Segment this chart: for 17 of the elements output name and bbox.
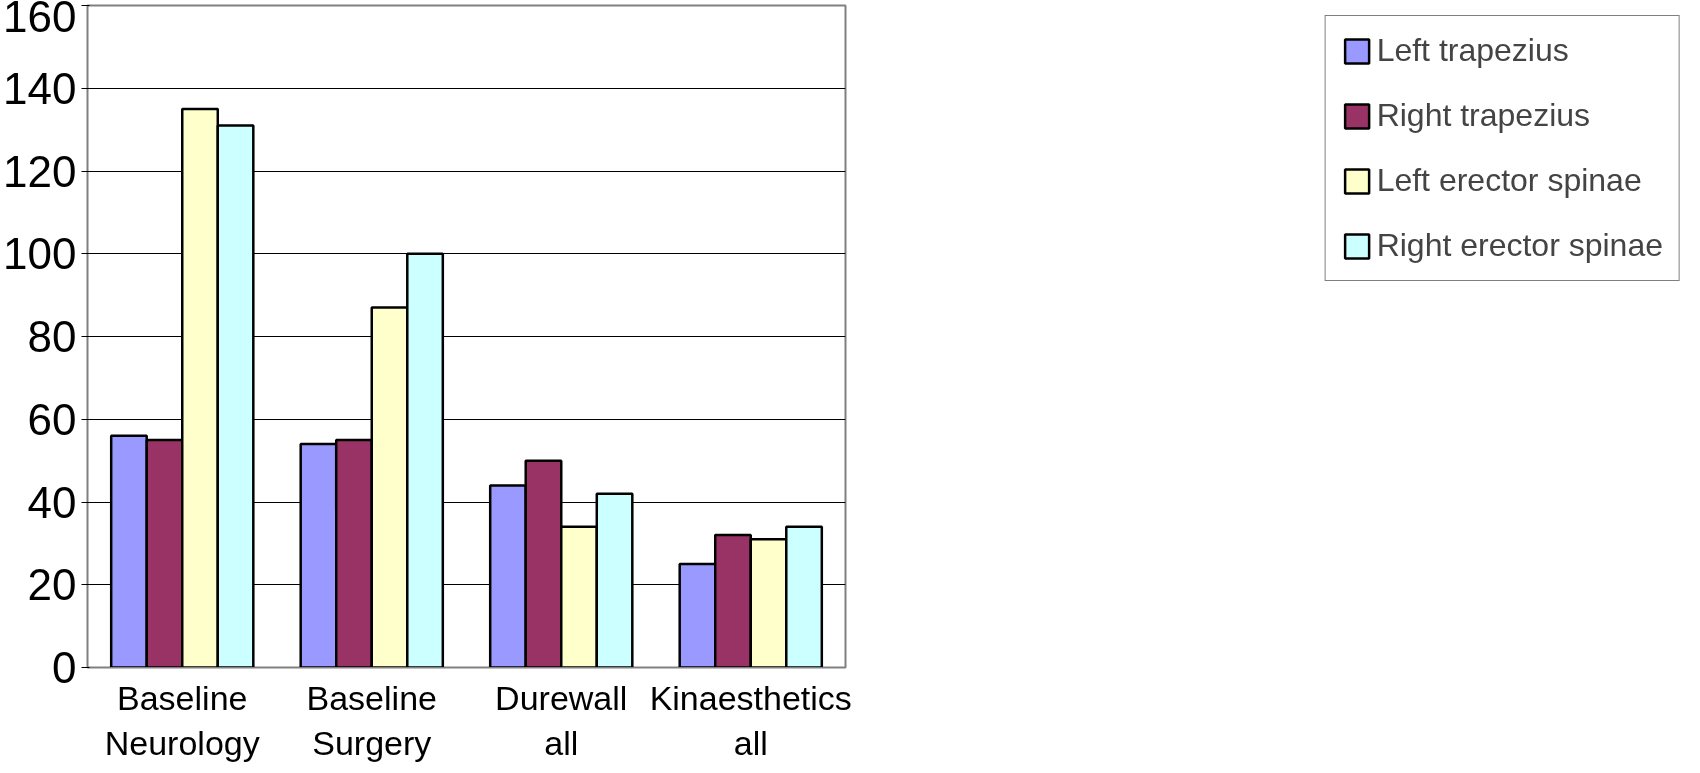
y-tick-label: 80 bbox=[27, 312, 77, 361]
y-tick-label: 20 bbox=[27, 560, 77, 610]
legend-label: Right erector spinae bbox=[1376, 227, 1663, 264]
y-tick-label: 160 bbox=[3, 0, 77, 41]
y-tick-label: 100 bbox=[3, 229, 77, 279]
y-tick-label: 140 bbox=[3, 63, 77, 113]
y-tick-label: 60 bbox=[27, 394, 77, 444]
legend-label: Left erector spinae bbox=[1376, 162, 1642, 199]
x-tick-label: Durewall all bbox=[495, 678, 628, 763]
legend-label: Right trapezius bbox=[1376, 97, 1591, 134]
x-tick-label: Baseline Neurology bbox=[104, 678, 260, 763]
x-tick-label: Baseline Surgery bbox=[306, 678, 437, 763]
x-tick-label: Kinaesthetics all bbox=[649, 678, 852, 763]
y-tick-label: 0 bbox=[52, 643, 77, 692]
y-tick-label: 40 bbox=[27, 477, 77, 527]
legend-label: Left trapezius bbox=[1376, 32, 1569, 69]
y-tick-label: 120 bbox=[3, 146, 77, 196]
